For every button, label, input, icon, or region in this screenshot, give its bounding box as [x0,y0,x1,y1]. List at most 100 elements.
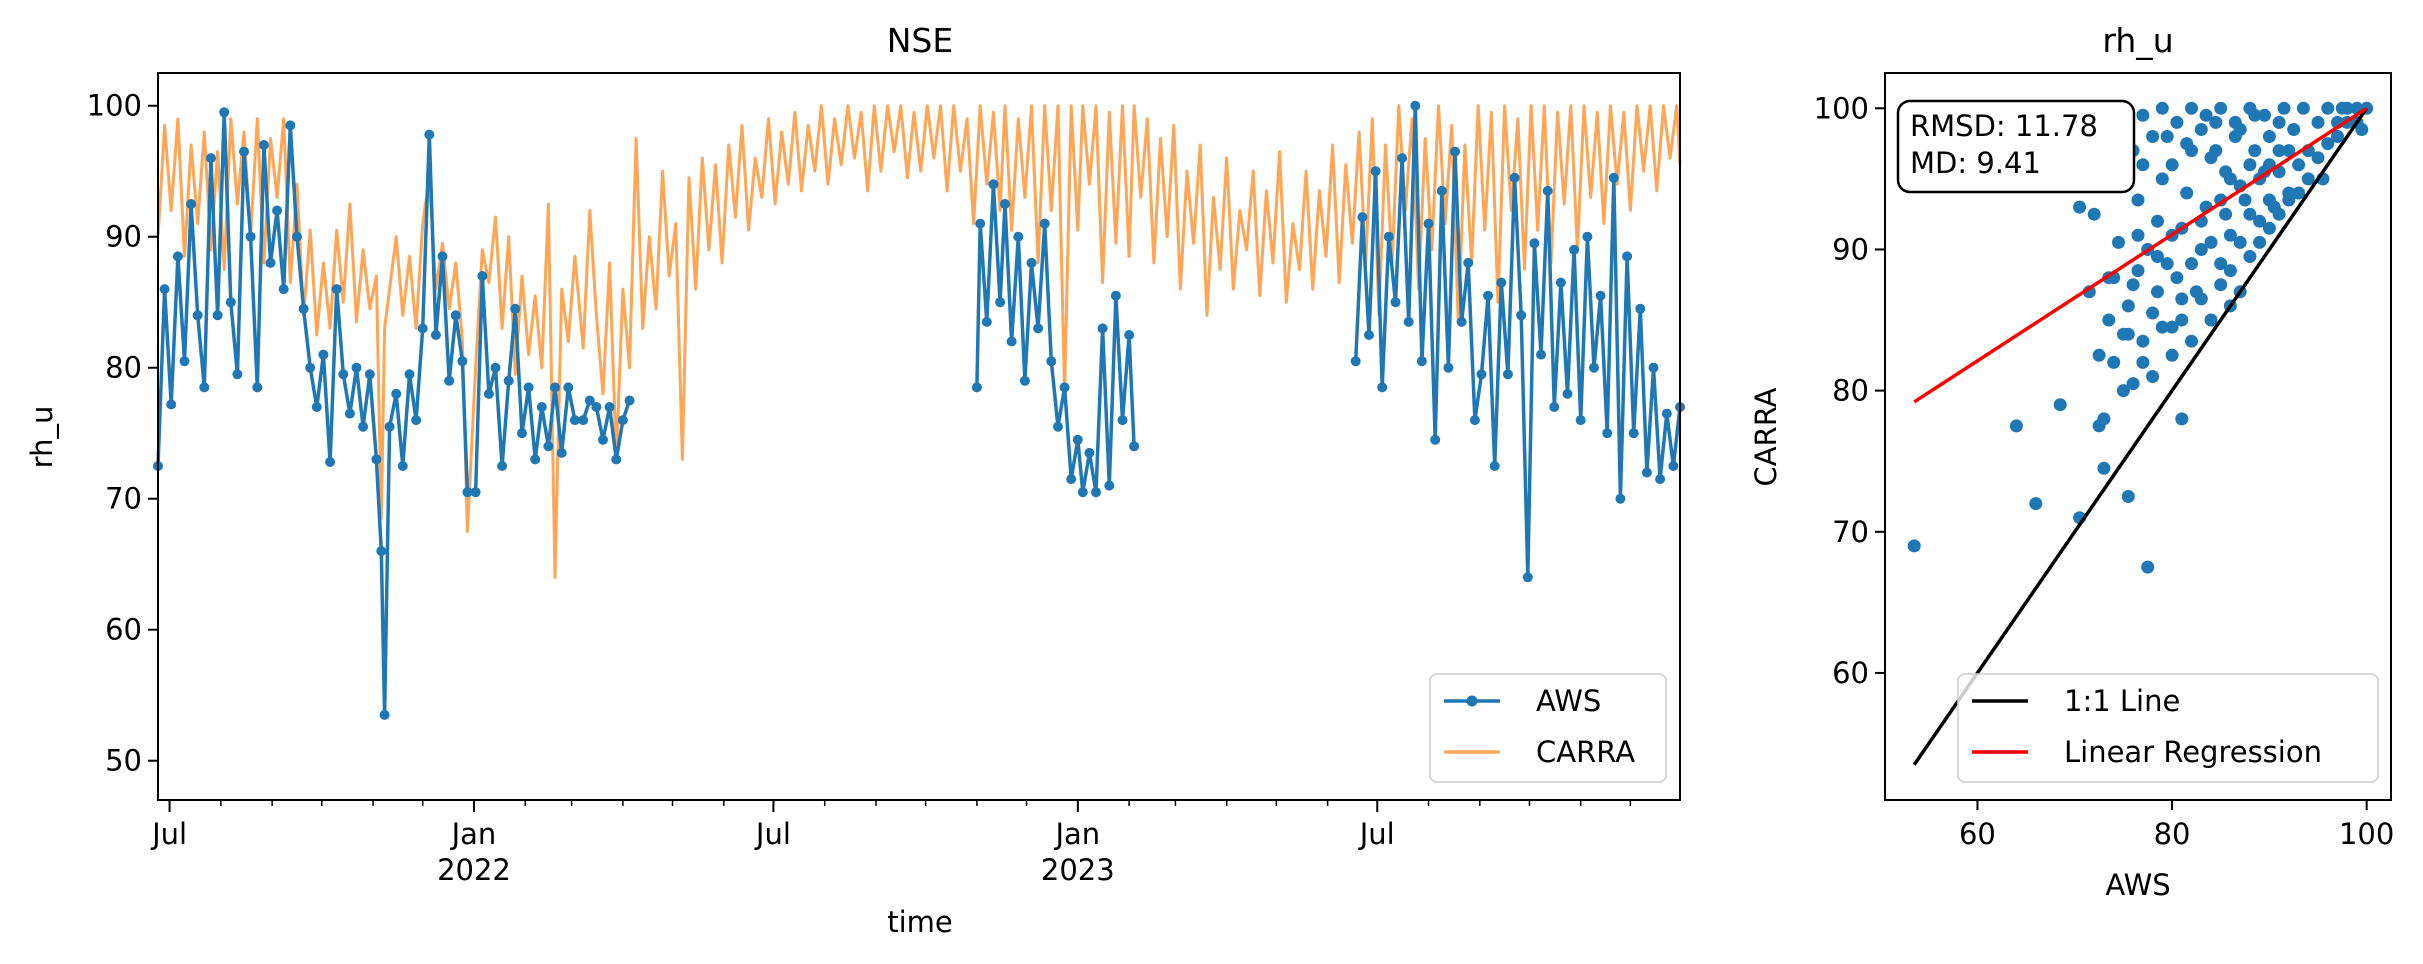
aws-point [376,546,387,557]
aws-point [1416,356,1427,367]
aws-point [391,388,402,399]
aws-point [1033,323,1044,334]
aws-point [497,461,508,471]
scatter-point [2258,108,2271,122]
y-tick-label: 90 [1832,232,1869,266]
aws-point [1575,415,1586,426]
scatter-point [2131,228,2145,242]
aws-point [1648,362,1659,373]
aws-point [1608,172,1619,183]
aws-point [988,179,999,190]
aws-point [1077,487,1088,498]
scatter-point [2155,172,2169,186]
aws-point [1595,290,1606,301]
scatter-point [2214,257,2228,271]
aws-point [311,402,322,412]
aws-point [1668,461,1679,471]
scatter-point [2146,306,2160,320]
regression-line [1913,106,2368,404]
aws-point [1370,166,1381,177]
aws-point [1013,231,1024,242]
aws-point [1072,434,1083,445]
aws-point [318,349,329,360]
aws-point [358,421,369,432]
aws-point [1110,290,1121,301]
aws-point [219,107,230,118]
aws-point [1019,375,1030,386]
scatter-legend-box [1957,673,2379,783]
legend-aws-marker [1466,695,1478,707]
aws-point [1542,185,1553,196]
scatter-point [2009,419,2023,433]
scatter-point [2311,151,2325,165]
legend-1to1-label: 1:1 Line [2064,684,2180,718]
aws-point [1502,369,1513,380]
scatter-point [2238,193,2252,207]
scatter-point [2107,355,2121,369]
aws-point [285,120,296,131]
legend-regression-label: Linear Regression [2064,735,2322,769]
scatter-point [2165,158,2179,172]
aws-point [1059,382,1070,393]
aws-point [543,441,554,452]
stats-annotation-box [1896,99,2136,194]
y-tick-label: 100 [1814,91,1869,125]
aws-point [1549,402,1560,412]
aws-point [1124,330,1135,340]
scatter-point [2185,334,2198,348]
scatter-point [2292,186,2306,200]
scatter-point [2194,292,2208,306]
scatter-point [2214,101,2228,115]
aws-point [569,415,580,426]
aws-point [1562,388,1573,399]
aws-point [166,399,177,410]
scatter-point [2102,313,2116,327]
timeseries-axes-frame [157,72,1681,801]
aws-point [417,323,428,334]
aws-point [971,382,982,393]
scatter-point [2116,384,2130,398]
scatter-point [2219,165,2233,179]
scatter-point [2185,101,2198,115]
aws-point [611,454,622,465]
stats-annotation: RMSD: 11.78 MD: 9.41 [1896,99,2136,194]
aws-point [1516,310,1527,321]
aws-point [1436,185,1447,196]
aws-point [186,199,197,209]
scatter-point [2243,207,2257,221]
timeseries-title: NSE [887,21,953,60]
aws-point [1383,231,1394,242]
scatter-point [2262,221,2276,235]
aws-point [584,395,595,406]
aws-point [1522,572,1533,583]
scatter-point [2087,207,2101,221]
aws-point [258,140,269,150]
scatter-point [2155,320,2169,334]
aws-point [1364,330,1374,340]
scatter-point [2151,214,2164,228]
aws-point [1403,316,1414,327]
aws-point [278,284,289,295]
aws-point [556,447,567,458]
timeseries-y-label: rh_u [25,406,59,469]
scatter-point [2331,130,2344,143]
aws-point [245,231,256,242]
legend-carra-label: CARRA [1536,735,1635,769]
scatter-point [2141,560,2155,574]
aws-point [298,303,309,314]
aws-point [1129,441,1140,452]
aws-point [1377,382,1388,393]
scatter-point [2146,130,2160,143]
x-tick-label: Jan [1053,817,1100,851]
aws-point [462,487,473,498]
scatter-point [1907,539,1921,553]
aws-point [1039,218,1050,229]
aws-point [1117,415,1128,426]
scatter-point [2272,144,2286,158]
aws-point [404,369,415,380]
aws-point [457,356,468,367]
scatter-point [2243,158,2257,172]
aws-point [225,297,236,308]
aws-point [1469,415,1480,426]
